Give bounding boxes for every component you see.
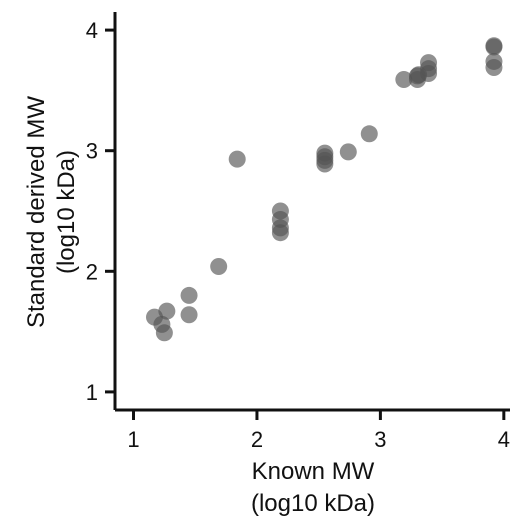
data-point [228,150,246,168]
x-ticks: 1 2 3 4 [127,410,510,452]
y-tick-label: 2 [86,259,98,284]
data-point [485,58,503,76]
y-ticks: 1 2 3 4 [86,18,115,405]
x-tick-label: 3 [374,427,386,452]
x-tick-label: 1 [127,427,139,452]
data-point [420,65,438,83]
data-point [339,143,357,161]
data-point [155,324,173,342]
y-tick-label: 1 [86,380,98,405]
x-axis-label-line1: Known MW [252,458,375,485]
points-layer [146,37,503,342]
data-point [158,302,176,320]
data-point [180,306,198,324]
data-point [271,224,289,242]
data-point [180,286,198,304]
y-tick-label: 3 [86,139,98,164]
y-axis-label-line1: Standard derived MW [23,96,50,328]
y-axis-label-line2: (log10 kDa) [53,150,80,274]
data-point [395,71,413,89]
x-axis-label-line2: (log10 kDa) [251,490,375,517]
y-tick-label: 4 [86,18,98,43]
data-point [316,155,334,173]
data-point [485,38,503,56]
x-tick-label: 4 [498,427,510,452]
data-point [360,125,378,143]
data-point [210,257,228,275]
x-tick-label: 2 [251,427,263,452]
